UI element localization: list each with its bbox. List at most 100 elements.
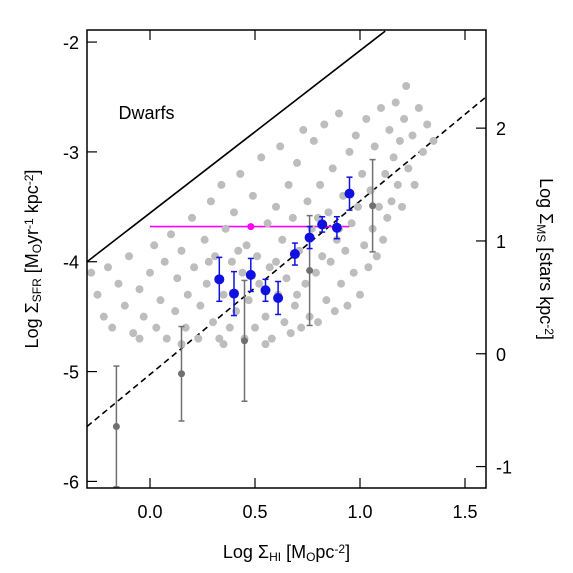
x-axis-label-part: -2: [334, 542, 345, 556]
point: [423, 120, 432, 129]
point: [251, 323, 259, 332]
point: [260, 285, 271, 296]
point: [372, 252, 381, 261]
point: [318, 252, 327, 261]
point: [404, 164, 413, 173]
point: [87, 268, 96, 277]
point: [288, 213, 297, 222]
point: [335, 109, 343, 118]
point: [289, 249, 300, 260]
point: [245, 269, 256, 280]
y-axis-label-part: yr: [22, 229, 42, 244]
point: [293, 158, 301, 167]
y2-axis-label-part: -2: [542, 324, 556, 335]
point: [267, 334, 276, 343]
line: [87, 96, 486, 428]
point: [377, 103, 385, 112]
point: [196, 301, 205, 310]
point: [150, 241, 159, 250]
point: [204, 257, 213, 266]
point: [215, 334, 224, 343]
y-axis-label-part: ]: [22, 170, 42, 175]
point: [181, 323, 190, 332]
point: [190, 263, 199, 272]
point: [314, 213, 322, 222]
point: [343, 301, 352, 310]
point: [364, 263, 373, 272]
point: [314, 318, 322, 327]
y2-axis-label: Log ΣMS [stars kpc-2]: [534, 178, 556, 340]
point: [272, 202, 280, 211]
x-axis-label-part: HI: [269, 550, 281, 564]
point: [183, 290, 192, 299]
point: [177, 246, 186, 255]
point: [389, 153, 398, 162]
point: [230, 208, 238, 217]
point: [156, 296, 165, 305]
point: [381, 169, 390, 178]
point: [353, 202, 362, 211]
point: [290, 301, 299, 310]
point: [331, 222, 342, 233]
point: [345, 147, 354, 156]
point: [135, 285, 144, 294]
point: [229, 288, 239, 299]
point: [337, 279, 346, 288]
point: [272, 257, 280, 266]
point: [311, 268, 320, 277]
y2-axis-label-part: ]: [536, 335, 556, 340]
point: [206, 197, 215, 206]
point: [284, 180, 293, 189]
y-axis-label-part: Log Σ: [22, 302, 42, 348]
point: [301, 279, 310, 288]
point: [227, 257, 236, 266]
point: [324, 208, 333, 217]
point: [379, 235, 388, 244]
point: [358, 169, 367, 178]
point: [393, 180, 402, 189]
x-tick-label: 0.5: [242, 502, 267, 522]
point: [152, 323, 161, 332]
point: [282, 274, 291, 283]
point: [247, 223, 255, 231]
point: [261, 340, 270, 349]
point: [160, 257, 169, 266]
point: [356, 290, 364, 299]
y2-axis-label-part: Log Σ: [536, 178, 556, 224]
y-axis-label-part: O: [30, 244, 44, 253]
point: [322, 296, 331, 305]
point: [362, 114, 371, 123]
point: [265, 263, 274, 272]
y-tick-label: -2: [63, 33, 79, 53]
point: [385, 125, 394, 134]
y2-tick-label: 1: [496, 232, 506, 252]
x-axis-label-part: ]: [345, 542, 350, 562]
point: [261, 312, 270, 321]
point: [400, 114, 409, 123]
point: [162, 334, 171, 343]
point: [351, 131, 360, 140]
point: [383, 213, 392, 222]
point: [332, 235, 341, 244]
point: [238, 268, 247, 277]
point: [387, 197, 396, 206]
point: [241, 337, 248, 345]
y-axis-label-part: SFR: [30, 278, 44, 302]
point: [178, 370, 185, 378]
point: [167, 230, 175, 239]
point: [255, 279, 264, 288]
point: [328, 164, 337, 173]
point: [263, 219, 272, 228]
point: [146, 268, 154, 277]
x-axis-label-part: pc: [315, 542, 334, 562]
point: [304, 232, 315, 243]
point: [93, 290, 102, 299]
x-tick-label: 1.0: [347, 502, 372, 522]
point: [429, 136, 438, 145]
point: [273, 292, 284, 303]
point: [278, 235, 287, 244]
x-axis-label-part: O: [306, 550, 315, 564]
point: [299, 125, 308, 134]
point: [221, 224, 230, 233]
